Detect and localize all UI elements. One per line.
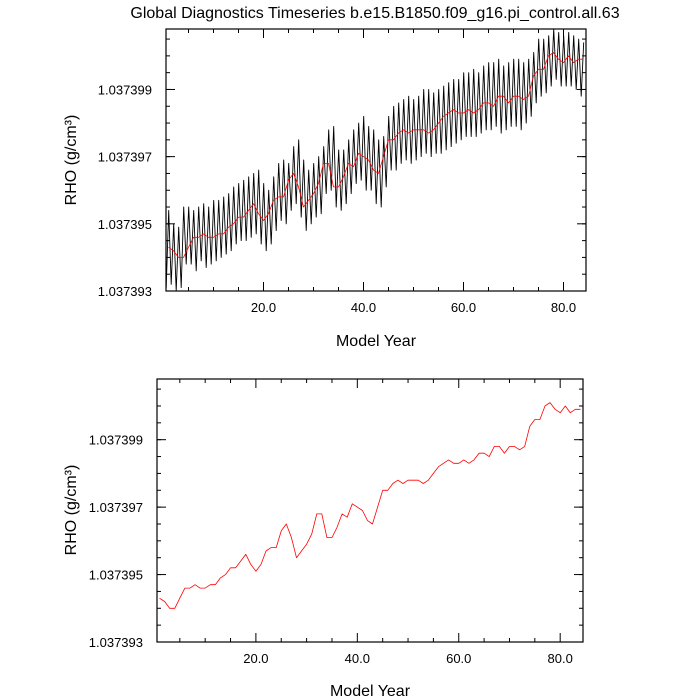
plot-frame [165,28,587,292]
panel-bottom: 1.037393 1.037395 1.037397 1.037399 20.0 40.… [63,378,584,700]
y-axis-label: RHO (g/cm³) [63,115,80,206]
x-axis-label: Model Year [336,333,417,350]
y-tick-label: 1.037395 [89,568,143,583]
x-tick-label: 40.0 [351,300,376,315]
y-ticks: 1.037393 1.037395 1.037397 1.037399 [89,388,583,650]
y-tick-label: 1.037395 [98,217,152,232]
x-tick-label: 40.0 [345,651,370,666]
panel-top: 1.037393 1.037395 1.037397 1.037399 20.0 40.… [63,28,587,350]
x-tick-label: 20.0 [243,651,268,666]
series-line-annual [159,402,581,609]
x-tick-label: 80.0 [548,651,573,666]
y-tick-label: 1.037399 [89,433,143,448]
y-tick-label: 1.037397 [89,500,143,515]
series-line-monthly [165,28,585,292]
y-tick-label: 1.037399 [98,82,152,97]
series-lines [159,402,581,609]
y-tick-label: 1.037393 [98,284,152,299]
x-tick-label: 60.0 [446,651,471,666]
x-tick-label: 20.0 [251,300,276,315]
chart-title: Global Diagnostics Timeseries b.e15.B185… [130,5,619,22]
series-line-annual [168,52,584,258]
x-tick-label: 80.0 [551,300,576,315]
x-ticks: 20.0 40.0 60.0 80.0 [188,29,576,315]
y-tick-label: 1.037393 [89,635,143,650]
series-lines [165,28,585,292]
x-axis-label: Model Year [330,683,411,700]
x-ticks: 20.0 40.0 60.0 80.0 [179,379,573,666]
x-tick-label: 60.0 [451,300,476,315]
y-axis-label: RHO (g/cm³) [63,465,80,556]
plot-frame [156,378,584,643]
y-tick-label: 1.037397 [98,150,152,165]
